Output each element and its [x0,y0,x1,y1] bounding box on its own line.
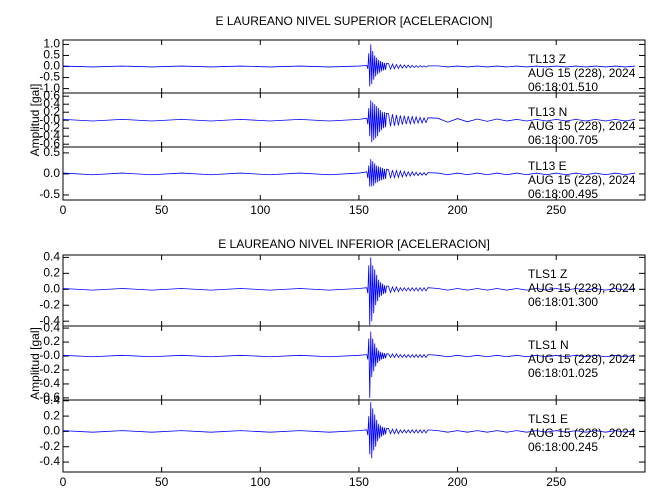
y-tick-label: 0.5 [43,145,60,159]
panel-frame [62,399,646,473]
trace-annotation: 06:18:00.705 [528,133,598,147]
trace-annotation: AUG 15 (228), 2024 [528,119,636,133]
y-tick-label: 0.4 [43,320,60,334]
trace-annotation: AUG 15 (228), 2024 [528,426,636,440]
y-tick-label: -0.4 [39,128,60,142]
trace-annotation: 06:18:00.495 [528,187,598,201]
waveform [62,257,636,326]
y-tick-label: 0.0 [43,281,60,295]
x-tick-label: 0 [60,203,67,217]
y-tick-label: 0.2 [43,266,60,280]
y-tick-label: 1.0 [43,37,60,51]
trace-annotation: TLS1 E [528,412,568,426]
x-tick-label: 150 [349,475,369,489]
trace-annotation: TL13 N [528,105,567,119]
trace-annotation: AUG 15 (228), 2024 [528,281,636,295]
y-tick-label: -0.4 [39,313,60,327]
y-axis-label: Amplitud [gal] [28,327,42,400]
y-tick-label: -0.0 [39,112,60,126]
chart-title: E LAUREANO NIVEL INFERIOR [ACELERACION] [218,237,490,251]
waveform [62,402,636,459]
y-tick-label: -0.2 [39,439,60,453]
y-tick-label: 0.5 [43,48,60,62]
y-tick-label: 0.0 [43,59,60,73]
y-tick-label: 0.2 [43,408,60,422]
y-tick-label: -0.5 [39,70,60,84]
trace-annotation: AUG 15 (228), 2024 [528,66,636,80]
chart-title: E LAUREANO NIVEL SUPERIOR [ACELERACION] [216,14,493,28]
trace-annotation: TLS1 N [528,338,569,352]
x-tick-label: 0 [60,475,67,489]
y-tick-label: 0.4 [43,393,60,407]
y-tick-label: 0.2 [43,104,60,118]
x-tick-label: 200 [448,203,468,217]
y-tick-label: -0.2 [39,297,60,311]
trace-annotation: AUG 15 (228), 2024 [528,173,636,187]
waveform [62,100,636,143]
y-tick-label: -0.5 [39,187,60,201]
y-tick-label: 0.0 [43,424,60,438]
trace-annotation: AUG 15 (228), 2024 [528,352,636,366]
y-tick-label: 0.2 [43,334,60,348]
x-tick-label: 150 [349,203,369,217]
trace-annotation: TL13 E [528,159,567,173]
y-tick-label: -0.0 [39,348,60,362]
y-tick-label: -0.6 [39,390,60,404]
x-tick-label: 50 [155,203,169,217]
x-tick-label: 50 [155,475,169,489]
y-tick-label: -0.2 [39,362,60,376]
y-axis-label: Amplitud [gal] [28,84,42,157]
trace-annotation: 06:18:01.510 [528,80,598,94]
trace-annotation: 06:18:00.245 [528,440,598,454]
x-tick-label: 100 [250,475,270,489]
trace-annotation: 06:18:01.025 [528,366,598,380]
y-tick-label: 0.0 [43,166,60,180]
y-tick-label: 0.4 [43,96,60,110]
x-tick-label: 250 [546,203,566,217]
y-tick-label: -0.4 [39,454,60,468]
waveform [62,44,636,87]
y-tick-label: -0.6 [39,136,60,150]
y-tick-label: 0.6 [43,88,60,102]
y-tick-label: 0.4 [43,250,60,264]
y-tick-label: -0.2 [39,120,60,134]
trace-annotation: TLS1 Z [528,267,567,281]
y-tick-label: -1.0 [39,81,60,95]
x-tick-label: 100 [250,203,270,217]
trace-annotation: TL13 Z [528,52,566,66]
x-tick-label: 250 [546,475,566,489]
trace-annotation: 06:18:01.300 [528,295,598,309]
y-tick-label: -0.4 [39,376,60,390]
waveform [62,159,636,187]
x-tick-label: 200 [448,475,468,489]
waveform [62,331,636,398]
